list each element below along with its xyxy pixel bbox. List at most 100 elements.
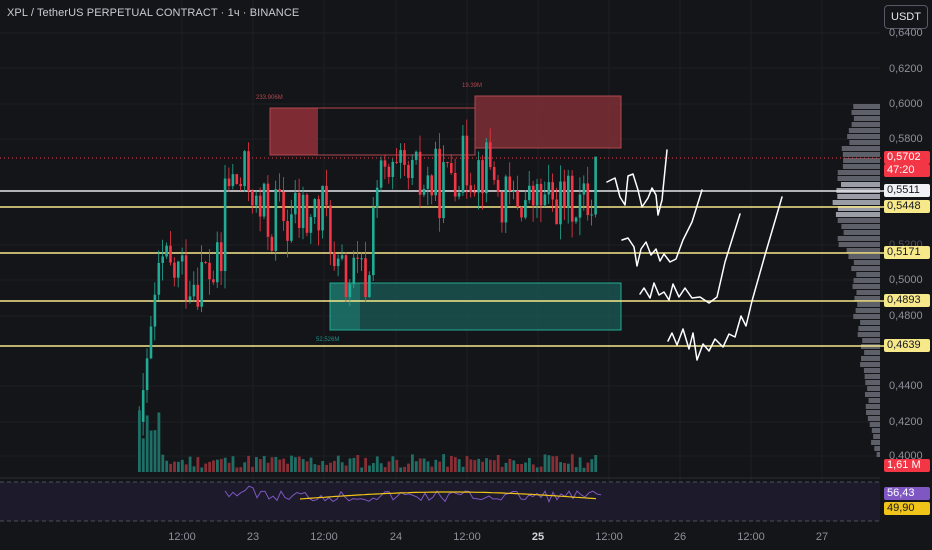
candle-body — [535, 183, 539, 206]
volume-bar — [340, 462, 344, 472]
volume-bar — [344, 465, 348, 472]
candle-body — [485, 142, 488, 194]
volume-profile-bar — [851, 110, 880, 115]
volume-bar — [282, 458, 286, 472]
volume-profile-bar — [853, 104, 880, 109]
candle-body — [344, 255, 348, 298]
volume-bar — [325, 464, 328, 472]
candle-body — [282, 191, 285, 221]
volume-bar — [247, 455, 250, 472]
volume-profile-bar — [832, 200, 880, 205]
candle-body — [297, 192, 301, 229]
candle-body — [582, 183, 586, 195]
volume-bar — [274, 456, 278, 472]
candle-body — [278, 189, 281, 192]
volume-profile-bar — [848, 254, 880, 259]
volume-profile-bar — [846, 248, 880, 253]
candle-body — [177, 261, 180, 278]
volume-bar — [516, 464, 520, 472]
candle-body — [266, 183, 270, 237]
volume-bar — [372, 463, 375, 472]
volume-bar — [430, 466, 434, 472]
candle-body — [157, 262, 161, 295]
volume-bar — [528, 457, 531, 472]
volume-bar — [531, 464, 535, 472]
candle-body — [173, 262, 176, 278]
volume-profile-bar — [871, 440, 880, 445]
time-axis-label: 12:00 — [310, 531, 338, 543]
volume-profile-bar — [856, 290, 880, 295]
volume-profile-bar — [865, 404, 880, 409]
volume-bar — [180, 459, 184, 472]
volume-profile-bar — [841, 146, 880, 151]
candle-body — [570, 175, 574, 222]
volume-profile-bar — [866, 410, 880, 415]
volume-bar — [278, 459, 282, 472]
volume-profile-bar — [852, 284, 880, 289]
volume-bar — [477, 458, 481, 472]
volume-profile-bar — [853, 116, 880, 121]
volume-badge: 1,61 M — [884, 459, 930, 472]
candle-body — [465, 135, 469, 186]
volume-profile-bar — [843, 158, 880, 163]
symbol-title: XPL / TetherUS PERPETUAL CONTRACT · 1ч ·… — [7, 7, 300, 19]
volume-bar — [138, 410, 141, 472]
volume-bar — [512, 460, 516, 472]
candle-body — [212, 279, 215, 283]
volume-bar — [547, 455, 551, 472]
candle-body — [418, 151, 422, 195]
time-axis-label: 12:00 — [595, 531, 623, 543]
candle-body — [247, 151, 250, 191]
volume-bar — [141, 438, 145, 472]
volume-profile-bar — [849, 140, 880, 145]
candle-body — [426, 175, 430, 189]
volume-bar — [352, 457, 356, 472]
volume-bar — [219, 458, 223, 472]
price-axis-label: 0,4800 — [889, 310, 923, 322]
volume-bar — [368, 465, 371, 472]
volume-profile-bar — [853, 314, 880, 319]
countdown-badge: 47:20 — [884, 164, 930, 177]
candle-body — [286, 220, 289, 241]
volume-bar — [192, 466, 196, 472]
volume-bar — [574, 467, 578, 472]
candle-body — [340, 255, 344, 259]
candle-body — [294, 192, 297, 215]
volume-profile-bar — [835, 212, 880, 217]
volume-profile-bar — [837, 170, 880, 175]
candle-body — [492, 167, 496, 180]
candle-body — [473, 192, 476, 194]
volume-profile-bar — [838, 242, 880, 247]
candle-body — [216, 242, 219, 283]
volume-bar — [578, 457, 582, 472]
candle-body — [594, 156, 597, 215]
currency-button[interactable]: USDT — [884, 5, 928, 29]
candle-body — [208, 262, 211, 280]
volume-profile-bar — [867, 386, 880, 391]
volume-bar — [535, 467, 539, 472]
candle-body — [372, 207, 375, 276]
candle-body — [219, 242, 223, 272]
volume-profile-bar — [856, 272, 880, 277]
time-axis-label: 12:00 — [168, 531, 196, 543]
volume-profile-bar — [857, 332, 880, 337]
candle-body — [239, 183, 242, 187]
volume-profile-bar — [854, 296, 880, 301]
demand-zone-box — [329, 282, 622, 331]
volume-profile-bar — [868, 398, 880, 403]
candle-body — [243, 151, 246, 187]
volume-bar — [399, 467, 403, 472]
candle-body — [196, 284, 200, 307]
volume-bar — [524, 462, 527, 472]
volume-profile-bar — [873, 434, 880, 439]
volume-bar — [321, 460, 325, 472]
candle-body — [559, 181, 562, 225]
volume-bar — [551, 456, 555, 472]
level-badge-yellow: 0,4639 — [884, 339, 930, 352]
candle-body — [317, 199, 320, 231]
candle-body — [313, 199, 317, 218]
volume-bar — [403, 466, 406, 472]
candle-body — [438, 148, 441, 219]
